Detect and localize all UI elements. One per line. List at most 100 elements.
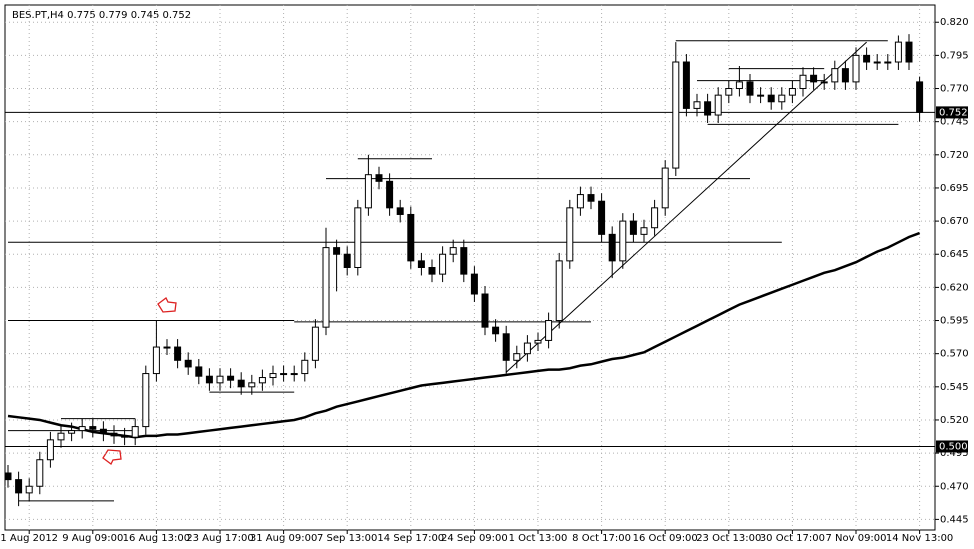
candle-body (566, 207, 574, 262)
candle-body (110, 432, 118, 437)
candle-body (36, 459, 44, 487)
candle-body (269, 373, 277, 379)
candle-body (735, 81, 743, 90)
candle-body (205, 375, 213, 384)
y-tick-label: 0.720 (940, 150, 969, 161)
candle-body (831, 68, 839, 83)
candle-body (587, 194, 595, 202)
candle-body (810, 74, 818, 83)
candle-body (725, 88, 733, 96)
candle-body (545, 320, 553, 341)
candle-body (619, 220, 627, 262)
candle-body (555, 260, 563, 322)
y-tick-label: 0.595 (940, 316, 969, 327)
candle-body (163, 346, 171, 349)
candle-body (523, 342, 531, 355)
candle-body (364, 174, 372, 209)
candle-body (916, 81, 924, 113)
y-tick-label: 0.445 (940, 514, 969, 525)
candle-body (333, 247, 341, 255)
y-tick-label: 0.770 (940, 84, 969, 95)
candle-body (142, 373, 150, 428)
candle-body (767, 94, 775, 103)
x-tick-label: 16 Oct 09:00 (633, 533, 698, 544)
y-tick-label: 0.795 (940, 50, 969, 61)
candle-body (322, 247, 330, 328)
candle-body (682, 61, 690, 109)
plot-frame (4, 4, 936, 531)
candle-body (841, 68, 849, 83)
candle-body (598, 200, 606, 235)
candle-body (131, 426, 139, 438)
candle-body (121, 435, 129, 438)
x-tick-label: 8 Oct 17:00 (572, 533, 631, 544)
x-tick-label: 1 Oct 13:00 (509, 533, 568, 544)
candle-body (502, 333, 510, 361)
candle-body (576, 194, 584, 209)
price-label-box (936, 440, 968, 453)
x-tick-label: 9 Aug 09:00 (62, 533, 123, 544)
candle-body (661, 167, 669, 209)
price-label: 0.752 (939, 107, 968, 118)
x-tick-label: 23 Oct 13:00 (696, 533, 761, 544)
candle-body (905, 41, 913, 63)
candle-body (884, 61, 892, 64)
y-tick-label: 0.820 (940, 17, 969, 28)
y-tick-label: 0.645 (940, 249, 969, 260)
candle-body (396, 207, 404, 215)
candle-body (343, 253, 351, 269)
y-tick-label: 0.570 (940, 349, 969, 360)
candle-body (873, 61, 881, 64)
candle-body (640, 227, 648, 235)
candle-body (248, 382, 256, 388)
candle-body (449, 247, 457, 255)
candle-body (78, 426, 86, 432)
x-tick-label: 1 Aug 2012 (0, 533, 58, 544)
candle-body (4, 472, 12, 481)
x-tick-label: 30 Oct 17:00 (760, 533, 825, 544)
moving-average (7, 231, 921, 439)
x-tick-label: 14 Nov 13:00 (886, 533, 953, 544)
y-tick-label: 0.745 (940, 117, 969, 128)
candle-body (513, 353, 521, 361)
candle-body (460, 247, 468, 275)
candle-body (470, 273, 478, 295)
candle-body (894, 41, 902, 63)
candle-body (375, 174, 383, 182)
candle-body (704, 101, 712, 116)
candle-body (184, 359, 192, 368)
candle-body (428, 267, 436, 275)
candle-body (672, 61, 680, 169)
candle-body (15, 479, 23, 494)
x-tick-label: 7 Nov 09:00 (825, 533, 886, 544)
x-tick-label: 23 Aug 17:00 (186, 533, 253, 544)
candle-body (608, 233, 616, 262)
y-tick-label: 0.620 (940, 282, 969, 293)
thumb-down-icon (102, 449, 122, 465)
candle-body (386, 180, 394, 209)
candle-body (407, 213, 415, 262)
y-tick-label: 0.470 (940, 481, 969, 492)
candle-body (89, 426, 97, 430)
y-tick-label: 0.695 (940, 183, 969, 194)
x-tick-label: 31 Aug 09:00 (250, 533, 317, 544)
candle-body (57, 432, 65, 441)
candle-body (863, 54, 871, 63)
candle-body (25, 485, 33, 494)
y-tick-label: 0.520 (940, 415, 969, 426)
candle-body (481, 293, 489, 328)
candle-body (799, 74, 807, 90)
candle-body (439, 253, 447, 275)
candle-body (492, 326, 500, 335)
candle-body (258, 377, 266, 384)
candle-body (301, 359, 309, 375)
candle-body (820, 81, 828, 84)
candle-body (195, 366, 203, 377)
candle-body (237, 379, 245, 388)
candle-body (651, 207, 659, 229)
candle-body (216, 375, 224, 384)
candle-body (227, 375, 235, 381)
